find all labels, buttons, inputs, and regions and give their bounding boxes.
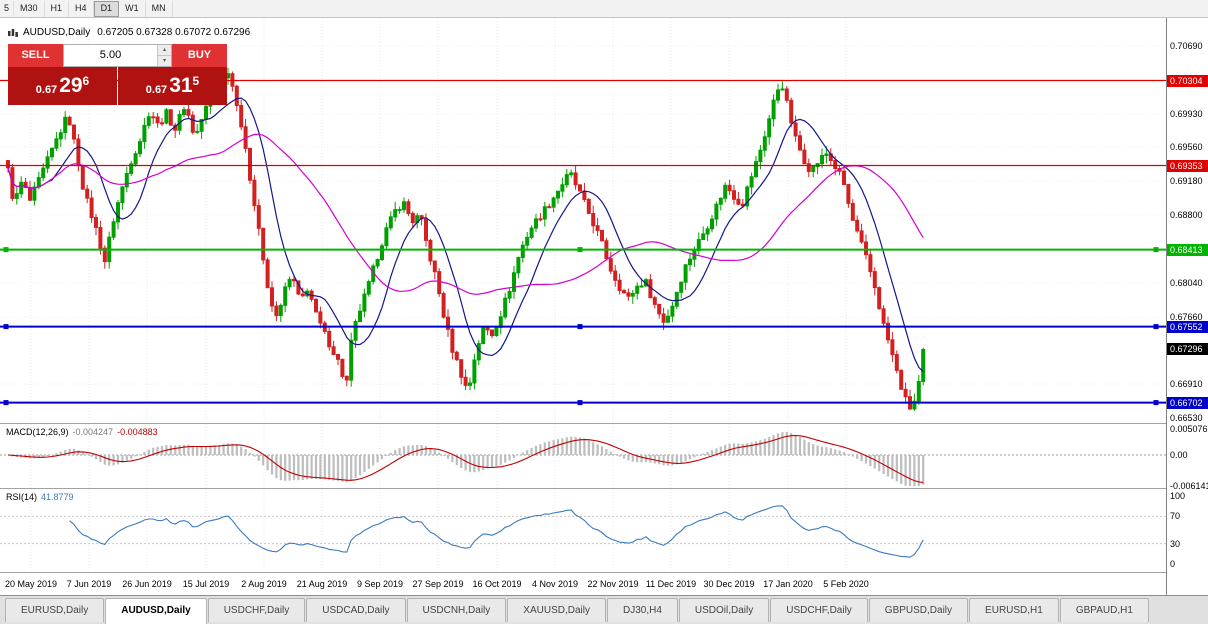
rsi-indicator-label: RSI(14) 41.8779 [6,492,74,502]
timeframe-button-h4[interactable]: H4 [69,0,94,17]
buy-price-prefix: 0.67 [145,84,168,96]
tab-7-usdoil-daily[interactable]: USDOil,Daily [678,598,770,622]
macd-axis-tick: 0.00 [1170,450,1188,460]
rsi-axis-tick: 70 [1170,511,1181,521]
tab-5-xauusd-daily[interactable]: XAUUSD,Daily [507,598,606,622]
date-axis-label: 26 Jun 2019 [122,579,172,589]
date-axis-label: 21 Aug 2019 [296,579,348,589]
tab-0-eurusd-daily[interactable]: EURUSD,Daily [5,598,105,622]
price-level-label: 0.67552 [1167,321,1208,333]
lot-increase-button[interactable]: ▴ [158,45,171,56]
price-axis-tick: 0.66910 [1170,379,1203,389]
lot-size-input[interactable]: 5.00 ▴ ▾ [63,44,172,67]
price-level-label: 0.66702 [1167,397,1208,409]
date-axis-label: 20 May 2019 [4,579,58,589]
rsi-axis-tick: 30 [1170,539,1181,549]
date-axis-label: 11 Dec 2019 [645,579,697,589]
tab-2-usdchf-daily[interactable]: USDCHF,Daily [207,598,306,622]
chart-symbol-period: AUDUSD,Daily [23,27,91,38]
lot-decrease-button[interactable]: ▾ [158,56,171,66]
date-axis-label: 15 Jul 2019 [182,579,230,589]
trade-buttons-row: SELL 5.00 ▴ ▾ BUY [8,44,227,67]
buy-price-point: 5 [192,74,200,88]
buy-quote-button[interactable]: 0.67 31 5 [118,67,227,105]
macd-indicator-label: MACD(12,26,9) -0.004247 -0.004883 [6,427,158,437]
macd-name: MACD(12,26,9) [6,427,69,437]
price-axis-tick: 0.69930 [1170,109,1203,119]
date-axis-label: 30 Dec 2019 [703,579,755,589]
pane-separator[interactable] [0,488,1208,489]
tab-6-dj30-h4[interactable]: DJ30,H4 [606,598,678,622]
macd-axis-tick: -0.006141 [1170,481,1208,491]
date-axis-label: 4 Nov 2019 [531,579,579,589]
date-axis-label: 7 Jun 2019 [66,579,112,589]
price-level-label: 0.69353 [1167,160,1208,172]
one-click-trading-panel: SELL 5.00 ▴ ▾ BUY 0.67 29 6 0.67 31 5 [8,44,227,105]
chart-ohlc-values: 0.67205 0.67328 0.67072 0.67296 [97,27,251,38]
tab-3-usdcad-daily[interactable]: USDCAD,Daily [306,598,406,622]
tab-1-audusd-daily[interactable]: AUDUSD,Daily [105,598,207,624]
candlestick-chart-icon [8,28,18,37]
quote-row: 0.67 29 6 0.67 31 5 [8,67,227,105]
price-axis-tick: 0.67660 [1170,312,1203,322]
price-axis-tick: 0.69180 [1170,176,1203,186]
chart-title: AUDUSD,Daily 0.67205 0.67328 0.67072 0.6… [8,27,250,38]
pane-separator[interactable] [0,572,1208,573]
macd-axis-tick: 0.005076 [1170,424,1208,434]
sell-quote-button[interactable]: 0.67 29 6 [8,67,117,105]
price-level-label: 0.70304 [1167,75,1208,87]
date-axis-label: 2 Aug 2019 [241,579,287,589]
tab-10-eurusd-h1[interactable]: EURUSD,H1 [969,598,1059,622]
sell-price-prefix: 0.67 [35,84,58,96]
buy-button[interactable]: BUY [172,44,227,67]
timeframe-toolbar: 5 M30 H1 H4 D1 W1 MN [0,0,1208,18]
date-axis-label: 16 Oct 2019 [472,579,522,589]
macd-main-value: -0.004247 [72,427,114,437]
sell-price-pips: 29 [59,74,83,97]
chart-tab-bar: EURUSD,Daily AUDUSD,Daily USDCHF,Daily USDC… [0,595,1208,624]
date-axis-label: 5 Feb 2020 [823,579,869,589]
date-axis-label: 22 Nov 2019 [587,579,639,589]
rsi-canvas[interactable] [0,489,1166,572]
sell-price-point: 6 [82,74,90,88]
macd-canvas[interactable] [0,424,1166,488]
timeframe-button-5[interactable]: 5 [0,0,15,17]
date-axis[interactable]: 20 May 2019 7 Jun 2019 26 Jun 2019 15 Jul 2… [0,573,1166,595]
timeframe-button-w1[interactable]: W1 [119,0,146,17]
tab-9-gbpusd-daily[interactable]: GBPUSD,Daily [868,598,969,622]
date-axis-label: 17 Jan 2020 [763,579,813,589]
date-axis-label: 27 Sep 2019 [412,579,464,589]
rsi-name: RSI(14) [6,492,38,502]
timeframe-button-h1[interactable]: H1 [45,0,70,17]
price-axis-tick: 0.68800 [1170,210,1203,220]
timeframe-button-m30[interactable]: M30 [14,0,45,17]
price-axis-tick: 0.70690 [1170,41,1203,51]
tab-8-usdchf-daily[interactable]: USDCHF,Daily [770,598,868,622]
price-axis-tick: 0.68040 [1170,278,1203,288]
lot-size-stepper: ▴ ▾ [157,45,171,66]
rsi-axis-tick: 100 [1170,491,1186,501]
tab-4-usdcnh-daily[interactable]: USDCNH,Daily [406,598,507,622]
price-axis[interactable]: 0.70690 0.69930 0.69560 0.69180 0.68800 0.680… [1166,18,1208,595]
price-axis-tick: 0.69560 [1170,142,1203,152]
rsi-axis-tick: 0 [1170,559,1176,569]
price-axis-tick: 0.66530 [1170,413,1203,423]
current-price-label: 0.67296 [1167,343,1208,355]
rsi-value: 41.8779 [41,492,74,502]
sell-button[interactable]: SELL [8,44,63,67]
buy-price-pips: 31 [169,74,193,97]
pane-separator[interactable] [0,423,1208,424]
macd-signal-value: -0.004883 [117,427,158,437]
lot-size-value[interactable]: 5.00 [99,49,122,61]
tab-11-gbpaud-h1[interactable]: GBPAUD,H1 [1059,598,1149,622]
date-axis-label: 9 Sep 2019 [356,579,404,589]
price-level-label: 0.68413 [1167,244,1208,256]
timeframe-button-mn[interactable]: MN [146,0,173,17]
timeframe-button-d1[interactable]: D1 [93,0,120,17]
